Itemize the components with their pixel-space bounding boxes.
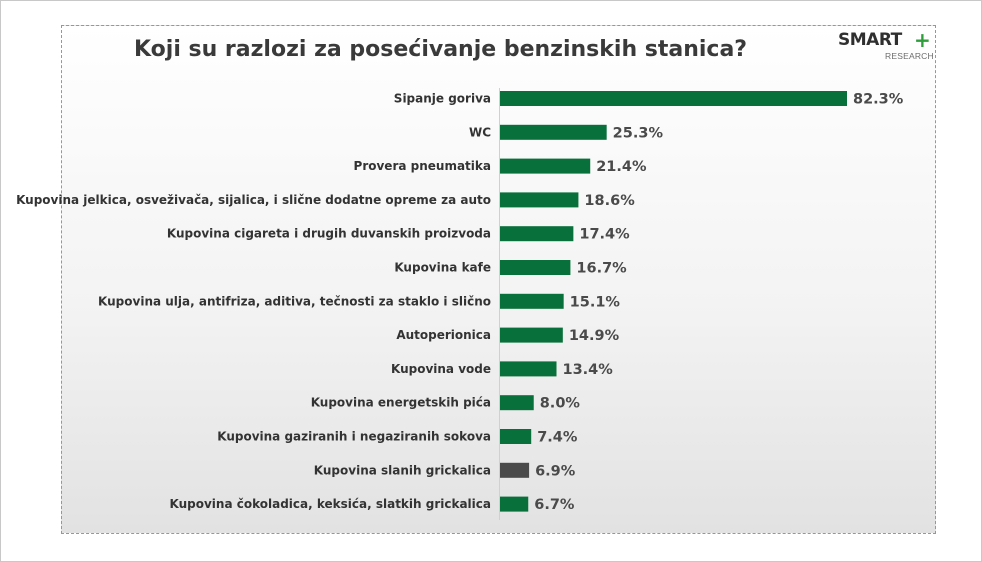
- category-label: WC: [469, 125, 491, 139]
- category-label: Kupovina jelkica, osveživača, sijalica, …: [16, 193, 491, 207]
- value-label: 14.9%: [569, 328, 620, 344]
- value-label: 21.4%: [596, 159, 647, 175]
- bar: [500, 226, 574, 242]
- category-label: Kupovina vode: [391, 362, 491, 376]
- value-label: 16.7%: [576, 261, 627, 277]
- bar: [500, 429, 532, 444]
- category-label: Kupovina cigareta i drugih duvanskih pro…: [167, 227, 491, 241]
- bars-group: Sipanje goriva 82.3% WC 25.3% Provera pneuma…: [16, 91, 904, 513]
- value-label: 6.7%: [534, 497, 575, 513]
- value-label: 18.6%: [584, 193, 635, 209]
- value-label: 8.0%: [540, 396, 581, 412]
- value-label: 17.4%: [579, 227, 630, 243]
- chart-title: Koji su razlozi za posećivanje benzinski…: [134, 37, 748, 62]
- value-label: 13.4%: [562, 362, 613, 378]
- category-label: Kupovina gaziranih i negaziranih sokova: [217, 430, 491, 444]
- logo-plus-icon: +: [914, 28, 931, 52]
- chart-panel: [61, 25, 936, 534]
- category-label: Provera pneumatika: [354, 159, 491, 173]
- category-label: Autoperionica: [396, 328, 491, 342]
- value-label: 25.3%: [613, 125, 664, 141]
- bar: [500, 462, 530, 478]
- smart-research-logo: SMART + RESEARCH: [838, 30, 938, 64]
- category-label: Kupovina ulja, antifriza, aditiva, tečno…: [98, 294, 491, 308]
- bar: [500, 496, 529, 512]
- category-label: Kupovina kafe: [394, 261, 491, 275]
- category-label: Kupovina čokoladica, keksića, slatkih gr…: [170, 497, 491, 511]
- logo-subtitle: RESEARCH: [885, 51, 934, 61]
- logo-name: SMART: [838, 30, 902, 50]
- bar: [500, 293, 564, 309]
- bar: [500, 192, 579, 208]
- bar: [500, 327, 563, 343]
- value-label: 82.3%: [853, 92, 904, 108]
- bar: [500, 361, 557, 377]
- bar: [500, 124, 607, 140]
- value-label: 6.9%: [535, 463, 576, 479]
- category-label: Kupovina slanih grickalica: [314, 463, 491, 477]
- category-label: Sipanje goriva: [394, 92, 491, 106]
- bar: [500, 91, 847, 106]
- category-label: Kupovina energetskih pića: [311, 396, 491, 410]
- value-label: 15.1%: [570, 294, 621, 310]
- bar: [500, 395, 534, 411]
- bar: [500, 158, 591, 174]
- bar: [500, 260, 571, 275]
- value-label: 7.4%: [537, 430, 578, 446]
